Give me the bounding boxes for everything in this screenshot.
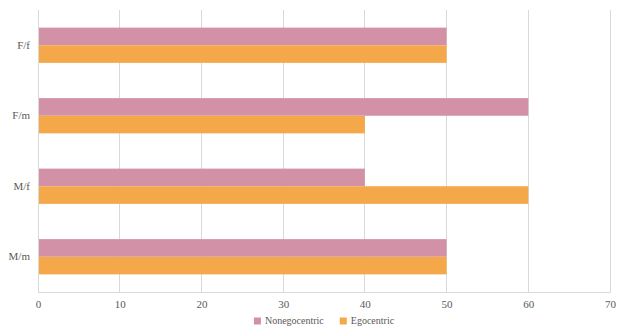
x-axis: 0 10 20 30 40 50 60 70 (36, 292, 617, 310)
tick-label: F/m (12, 109, 30, 121)
plot: 0 10 20 30 40 50 60 70 M/m M/f F/m F/f (9, 10, 617, 310)
chart: 0 10 20 30 40 50 60 70 M/m M/f F/m F/f Nonegocentric… (0, 0, 624, 336)
bar (38, 186, 528, 204)
tick: 20 (196, 292, 208, 310)
tick-label: 50 (442, 298, 454, 310)
tick-label: M/m (9, 250, 31, 262)
grid-line (610, 10, 611, 292)
y-axis: M/m M/f F/m F/f (9, 11, 39, 293)
tick-label: M/f (14, 180, 31, 192)
bar (38, 98, 528, 116)
tick: 50 (442, 292, 454, 310)
tick-label: 20 (196, 298, 208, 310)
series (38, 45, 528, 274)
grid-line (528, 10, 529, 292)
tick: F/f (17, 39, 38, 51)
tick: 70 (605, 292, 617, 310)
series (38, 28, 528, 257)
bar (38, 239, 447, 257)
legend-item: Egocentric (340, 315, 395, 326)
legend-swatch (254, 318, 261, 325)
legend: Nonegocentric Egocentric (254, 315, 395, 326)
legend-item: Nonegocentric (254, 315, 324, 326)
legend-swatch (340, 318, 347, 325)
tick: F/m (12, 109, 38, 121)
tick: M/m (9, 250, 38, 262)
tick: 40 (360, 292, 372, 310)
tick-label: 40 (360, 298, 372, 310)
tick: 0 (36, 292, 42, 310)
tick: 60 (523, 292, 535, 310)
axis-line (39, 292, 611, 293)
grid-line (38, 10, 39, 292)
tick-label: F/f (17, 39, 30, 51)
tick-label: 0 (36, 298, 42, 310)
tick-label: 60 (523, 298, 535, 310)
bar (38, 116, 365, 134)
axis-line (38, 11, 39, 293)
bar (38, 257, 447, 275)
legend-label: Nonegocentric (265, 315, 324, 326)
tick-label: 30 (278, 298, 290, 310)
tick: 10 (115, 292, 127, 310)
legend-label: Egocentric (351, 315, 395, 326)
bar (38, 45, 447, 63)
grid (38, 10, 610, 292)
tick-label: 70 (605, 298, 617, 310)
bars (38, 28, 528, 275)
bar (38, 28, 447, 46)
tick: 30 (278, 292, 290, 310)
bar (38, 169, 365, 187)
tick-label: 10 (115, 298, 127, 310)
tick: M/f (14, 180, 39, 192)
